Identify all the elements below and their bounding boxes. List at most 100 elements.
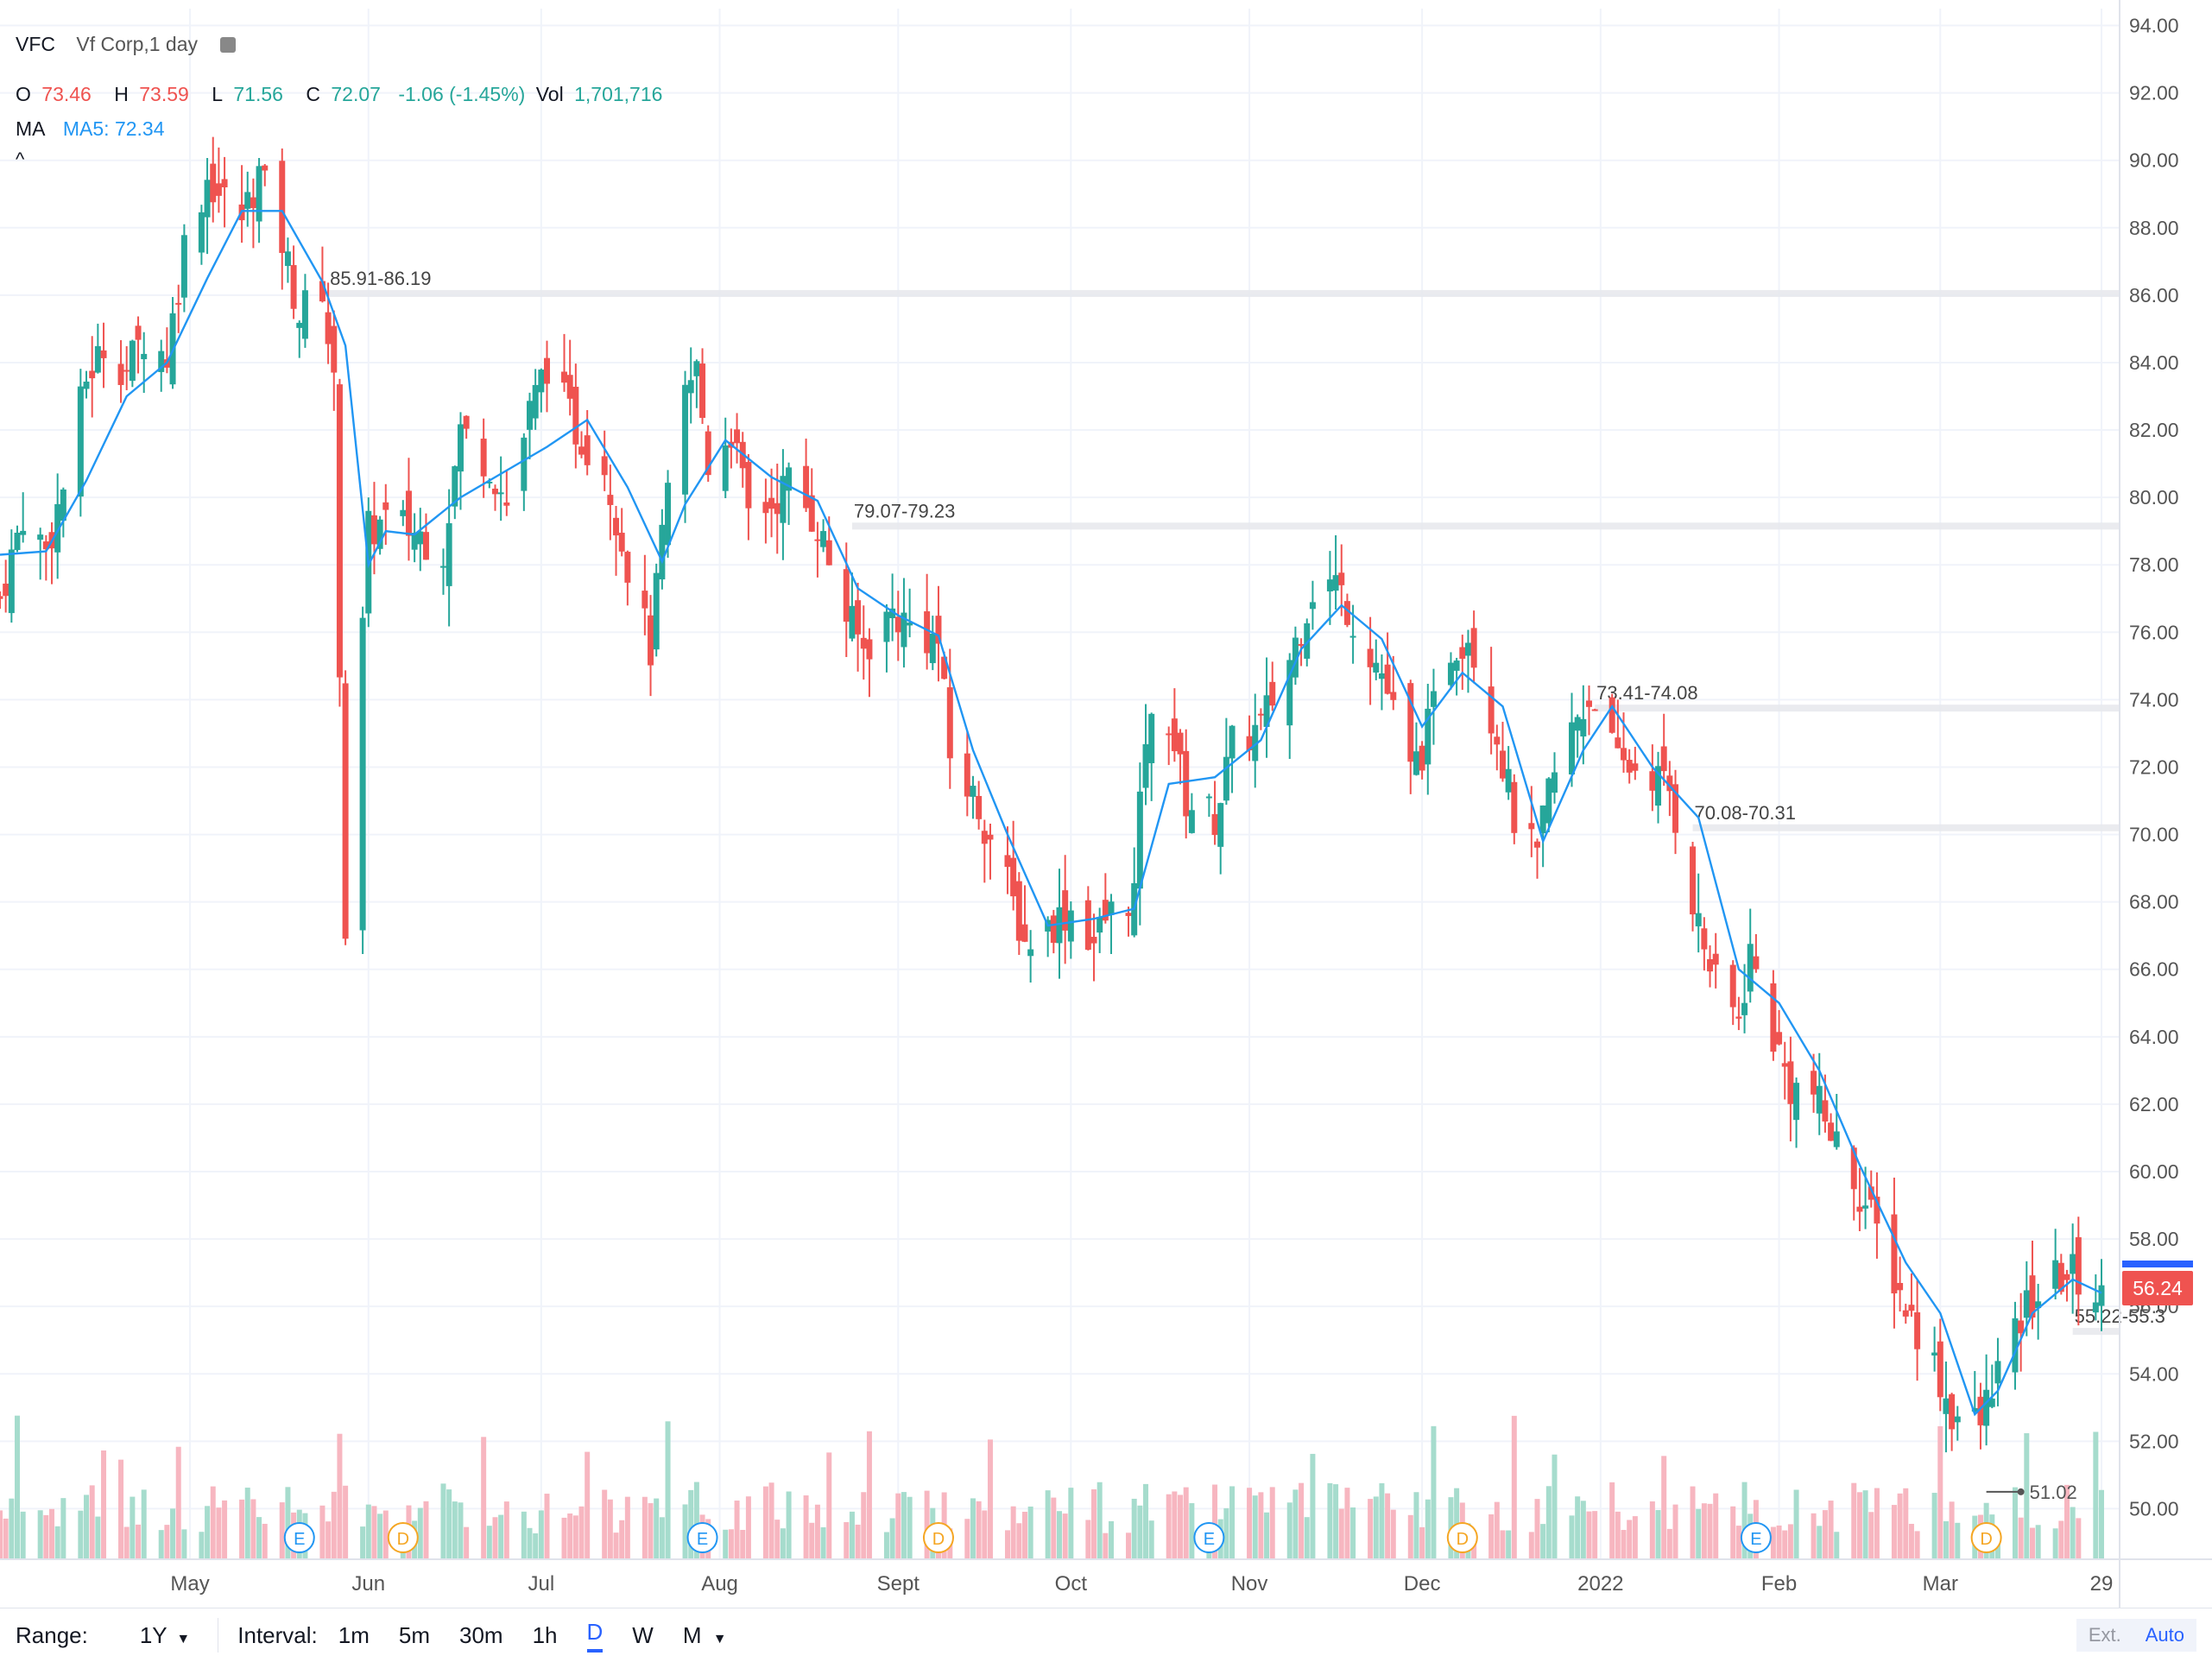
volume-bar <box>527 1527 533 1559</box>
volume-bar <box>803 1495 809 1559</box>
earnings-event-icon[interactable] <box>1193 1522 1225 1553</box>
earnings-event-icon[interactable] <box>1740 1522 1772 1553</box>
volume-bar <box>331 1491 337 1559</box>
interval-30m[interactable]: 30m <box>459 1621 503 1648</box>
volume-bar <box>1488 1513 1495 1559</box>
x-tick-label: Dec <box>1404 1572 1441 1596</box>
candle-body <box>1591 709 1598 711</box>
indicator-label: MA <box>16 117 46 140</box>
earnings-event-icon[interactable] <box>283 1522 315 1553</box>
volume-bar <box>855 1524 861 1559</box>
candle-body <box>250 197 256 208</box>
dividend-event-icon[interactable] <box>1970 1522 2002 1553</box>
candle-body <box>825 540 832 566</box>
candle-body <box>331 325 338 373</box>
candle-body <box>2092 1302 2099 1313</box>
dividend-event-icon[interactable] <box>1446 1522 1478 1553</box>
candle-body <box>2018 1320 2025 1334</box>
candle-body <box>1217 803 1224 847</box>
candle-body <box>941 656 948 679</box>
volume-bar <box>1569 1515 1575 1559</box>
candle-body <box>1378 673 1385 679</box>
candle-body <box>1229 725 1236 759</box>
volume-bar <box>1580 1501 1586 1559</box>
volume-bar <box>377 1513 383 1559</box>
candle-body <box>342 683 349 939</box>
volume-bar <box>417 1507 423 1559</box>
candle-body <box>1148 713 1155 763</box>
open-label: O <box>16 83 31 105</box>
volume-bar <box>1552 1454 1558 1559</box>
candle-body <box>1856 1206 1863 1212</box>
candle-body <box>607 495 614 505</box>
x-tick-label: Oct <box>1055 1572 1088 1596</box>
candle-body <box>1223 756 1229 801</box>
indicator-legend[interactable]: MA MA5: 72.34 <box>16 117 170 141</box>
candle-body <box>405 490 412 536</box>
volume-bar <box>1621 1530 1627 1559</box>
volume-bar <box>256 1517 262 1559</box>
open-value: 73.46 <box>41 83 92 105</box>
candle-body <box>8 549 15 614</box>
candle-body <box>1419 745 1425 771</box>
dividend-event-icon[interactable] <box>922 1522 954 1553</box>
candle-body <box>1090 937 1097 944</box>
interval-1m[interactable]: 1m <box>338 1621 370 1648</box>
volume-bar <box>1914 1531 1920 1559</box>
volume-bar <box>279 1502 285 1559</box>
candle-body <box>1931 1352 1938 1356</box>
volume-bar <box>1327 1482 1333 1559</box>
ext-button[interactable]: Ext. <box>2076 1619 2133 1652</box>
interval-w[interactable]: W <box>632 1621 654 1648</box>
candle-body <box>1269 681 1276 706</box>
volume-bar <box>1258 1492 1264 1559</box>
volume-bar <box>1891 1505 1897 1559</box>
candle-body <box>370 515 377 545</box>
earnings-event-icon[interactable] <box>686 1522 718 1553</box>
square-icon[interactable] <box>220 37 237 53</box>
dividend-event-icon[interactable] <box>387 1522 419 1553</box>
candle-body <box>503 502 510 506</box>
y-tick-label: 84.00 <box>2129 351 2179 374</box>
volume-bar <box>458 1502 464 1559</box>
price-chart[interactable]: 85.91-86.1979.07-79.2373.41-74.0870.08-7… <box>0 0 2212 1608</box>
candle-body <box>301 290 308 339</box>
volume-bar <box>1770 1526 1776 1559</box>
candle-body <box>1343 601 1350 625</box>
volume-bar <box>1212 1484 1218 1559</box>
y-tick-label: 68.00 <box>2129 891 2179 913</box>
volume-bar <box>1609 1482 1615 1559</box>
interval-1h[interactable]: 1h <box>532 1621 558 1648</box>
candle-body <box>544 357 551 384</box>
volume-bar <box>101 1450 107 1559</box>
volume-bar <box>774 1520 781 1559</box>
interval-m-select[interactable]: M ▼ <box>683 1622 727 1649</box>
volume-bar <box>9 1498 15 1559</box>
auto-button[interactable]: Auto <box>2133 1619 2196 1652</box>
candle-body <box>1787 1061 1794 1104</box>
volume-bar <box>423 1501 429 1559</box>
candle-body <box>486 481 493 483</box>
candle-body <box>538 370 545 393</box>
candle-body <box>843 569 850 622</box>
range-select[interactable]: 1Y ▼ <box>140 1622 190 1649</box>
interval-5m[interactable]: 5m <box>398 1621 431 1648</box>
ticker: VFC <box>16 33 55 55</box>
level-label: 85.91-86.19 <box>330 268 431 289</box>
volume-bar <box>2052 1528 2058 1559</box>
volume-bar <box>613 1532 619 1559</box>
candle-body <box>1626 760 1633 773</box>
candle-body <box>1332 575 1339 591</box>
candle-body <box>803 465 810 509</box>
volume-bar <box>1425 1499 1431 1559</box>
interval-d[interactable]: D <box>586 1619 604 1653</box>
volume-bar <box>1172 1491 1178 1559</box>
candle-body <box>883 611 890 642</box>
candle-body <box>1177 732 1184 755</box>
volume-bar <box>262 1523 268 1559</box>
volume-bar <box>1189 1503 1195 1559</box>
volume-bar <box>901 1492 907 1559</box>
chevron-up-icon[interactable]: ^ <box>16 149 25 170</box>
x-tick-label: Jul <box>528 1572 554 1596</box>
candle-body <box>60 489 66 521</box>
